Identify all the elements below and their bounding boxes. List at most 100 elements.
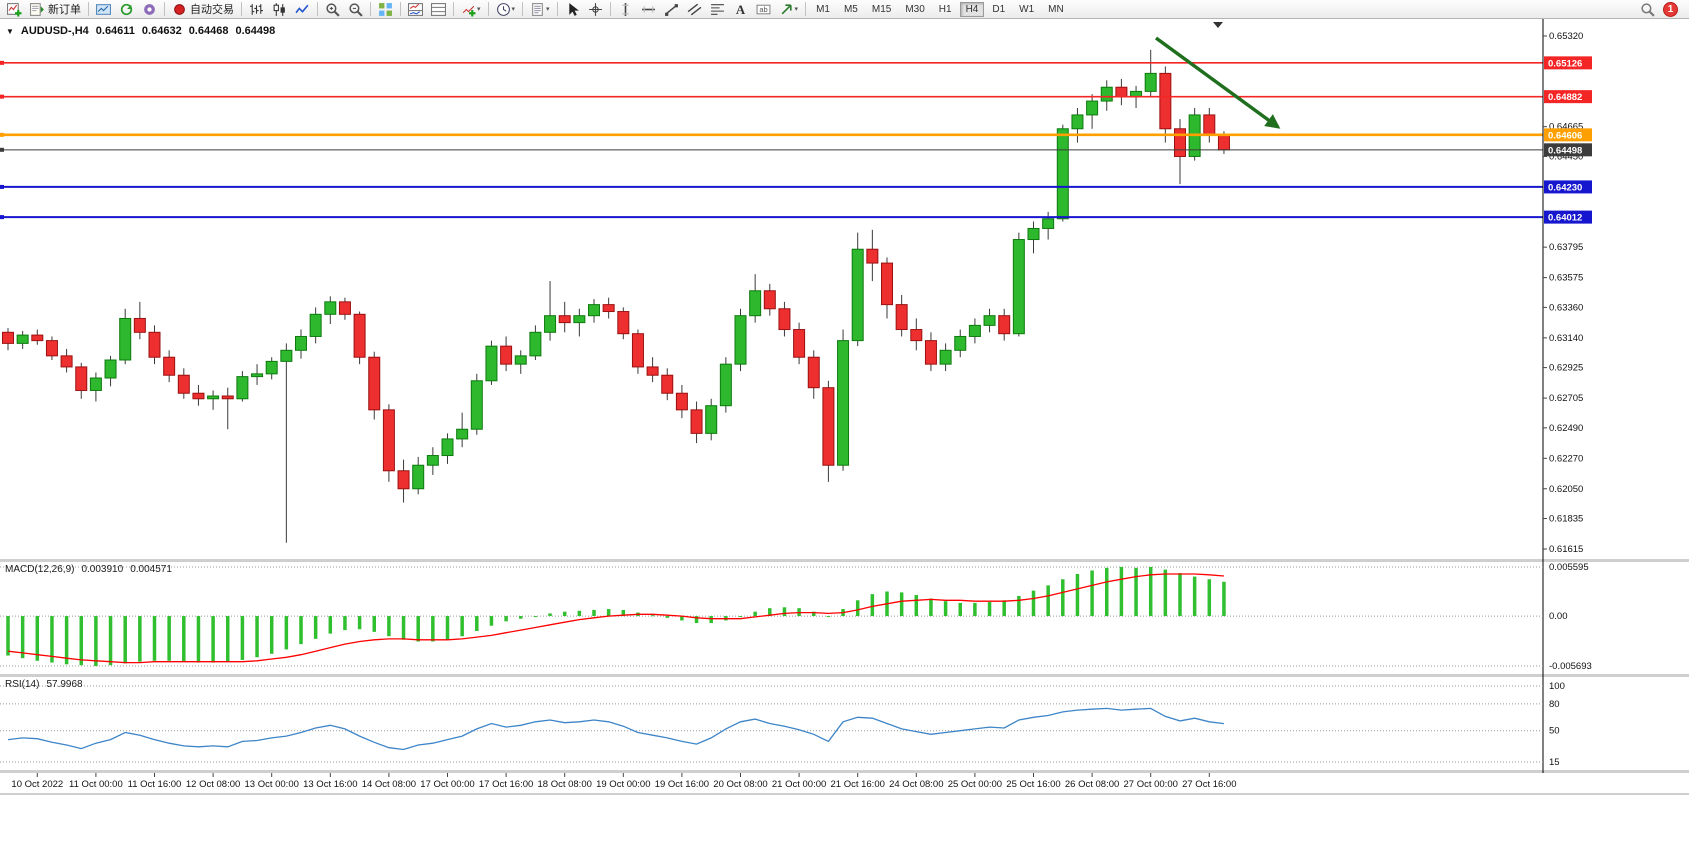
macd-signal-line [7, 573, 1225, 664]
timeframe-button-m1[interactable]: M1 [816, 3, 830, 15]
candle [1071, 114, 1084, 130]
arrows-button[interactable]: ▾ [776, 0, 802, 19]
svg-text:0.65126: 0.65126 [1548, 58, 1582, 69]
template-button[interactable]: ▾ [527, 0, 553, 19]
refresh-button[interactable] [116, 0, 137, 19]
svg-text:21 Oct 00:00: 21 Oct 00:00 [772, 779, 826, 790]
candle [2, 331, 14, 344]
timeframe-button-m15[interactable]: M15 [871, 3, 892, 15]
cursor-icon [568, 2, 579, 16]
svg-text:26 Oct 08:00: 26 Oct 08:00 [1065, 779, 1119, 790]
svg-text:100: 100 [1549, 681, 1565, 692]
text-button[interactable]: A [730, 0, 751, 19]
horizontal-line-button[interactable] [638, 0, 659, 19]
price-badge [1544, 128, 1592, 142]
toolbar-separator [609, 2, 611, 16]
dropdown-caret-icon[interactable]: ▾ [546, 6, 550, 13]
search-button[interactable] [1637, 0, 1658, 19]
rsi-indicator-label: RSI(14) 57.9968 [5, 679, 83, 690]
candle [133, 317, 146, 333]
svg-text:27 Oct 00:00: 27 Oct 00:00 [1123, 779, 1177, 790]
candle [412, 464, 425, 490]
channel-button[interactable] [684, 0, 705, 19]
autotrading-button[interactable]: 自动交易 [169, 0, 237, 19]
charts-profile-button[interactable] [93, 0, 114, 19]
candle [89, 377, 102, 391]
svg-text:15: 15 [1549, 757, 1560, 768]
price-line-anchor [0, 94, 4, 99]
candle [1056, 128, 1069, 220]
timeframe-button-h1[interactable]: H1 [938, 3, 952, 15]
vertical-line-button[interactable] [615, 0, 636, 19]
new-order-button[interactable]: 新订单 [27, 0, 84, 19]
crosshair-button[interactable] [585, 0, 606, 19]
candle [338, 301, 351, 315]
svg-text:0.61615: 0.61615 [1549, 544, 1583, 555]
svg-text:0.65320: 0.65320 [1549, 31, 1583, 42]
candle [236, 376, 249, 400]
candle [998, 315, 1011, 335]
period-clock-button[interactable]: ▾ [493, 0, 519, 19]
svg-text:ab: ab [759, 5, 767, 14]
svg-text:11 Oct 00:00: 11 Oct 00:00 [69, 779, 123, 790]
chart-shift-marker-icon[interactable] [1213, 22, 1223, 28]
price-badge [1544, 90, 1592, 104]
candle [207, 395, 220, 400]
price-line-anchor [0, 215, 4, 220]
zoom-in-button[interactable] [322, 0, 343, 19]
timeframe-button-m30[interactable]: M30 [905, 3, 925, 15]
candle [778, 308, 791, 331]
svg-text:0.61835: 0.61835 [1549, 514, 1583, 525]
svg-text:0.64012: 0.64012 [1548, 213, 1582, 224]
candle [1012, 239, 1025, 335]
add-indicator-button[interactable]: ▾ [458, 0, 484, 19]
svg-text:10 Oct 2022: 10 Oct 2022 [11, 779, 63, 790]
candle [734, 315, 747, 365]
new-order-button-label: 新订单 [48, 4, 81, 16]
rsi-line [7, 707, 1225, 751]
dropdown-caret-icon[interactable]: ▾ [794, 6, 799, 13]
candle [705, 405, 718, 434]
candle [675, 392, 688, 411]
ohlc-close: 0.64498 [235, 25, 276, 37]
svg-text:0.62050: 0.62050 [1549, 484, 1583, 495]
bar-chart-button[interactable] [246, 0, 267, 19]
price-badge [1544, 180, 1592, 194]
timeframe-button-mn[interactable]: MN [1048, 3, 1064, 15]
vertical-line-icon [621, 2, 629, 16]
candles-layer [2, 49, 1230, 543]
trend-arrow[interactable] [1154, 36, 1281, 129]
new-chart-button[interactable] [4, 0, 25, 19]
candle [881, 262, 893, 306]
label-button[interactable]: ab [753, 0, 774, 19]
timeframe-button-m5[interactable]: M5 [843, 3, 858, 15]
notification-badge[interactable]: 1 [1663, 1, 1678, 17]
zoom-out-button[interactable] [345, 0, 366, 19]
tile-windows-button[interactable] [375, 0, 396, 19]
zoom-in-icon [326, 2, 340, 17]
timeframe-button-d1[interactable]: D1 [992, 3, 1006, 15]
one-click-trading-icon[interactable]: ▼ [6, 26, 14, 36]
line-chart-button[interactable] [292, 0, 313, 19]
toolbar-separator [164, 2, 165, 16]
cursor-button[interactable] [562, 0, 583, 19]
timeframe-button-w1[interactable]: W1 [1019, 3, 1035, 15]
dropdown-caret-icon[interactable]: ▾ [477, 6, 481, 13]
candle [470, 380, 483, 430]
autotrading-icon [174, 3, 185, 15]
objects-list-button[interactable] [428, 0, 449, 19]
candle [1203, 114, 1216, 135]
time-axis[interactable]: 10 Oct 2022 11 Oct 00:00 11 Oct 16:00 12 Oc… [11, 773, 1237, 790]
navigator-button[interactable] [139, 0, 160, 19]
candlestick-chart-button[interactable] [269, 0, 290, 19]
dropdown-caret-icon[interactable]: ▾ [511, 6, 516, 13]
chart-ohlc-header: ▼ AUDUSD-,H4 0.64611 0.64632 0.64468 0.6… [6, 25, 275, 37]
svg-text:0.64606: 0.64606 [1548, 130, 1582, 141]
candle [661, 374, 674, 394]
toolbar-separator [317, 2, 318, 16]
fibonacci-button[interactable] [707, 0, 728, 19]
indicator-window-button[interactable] [405, 0, 426, 19]
timeframe-button-h4[interactable]: H4 [959, 1, 985, 17]
trendline-button[interactable] [661, 0, 682, 19]
